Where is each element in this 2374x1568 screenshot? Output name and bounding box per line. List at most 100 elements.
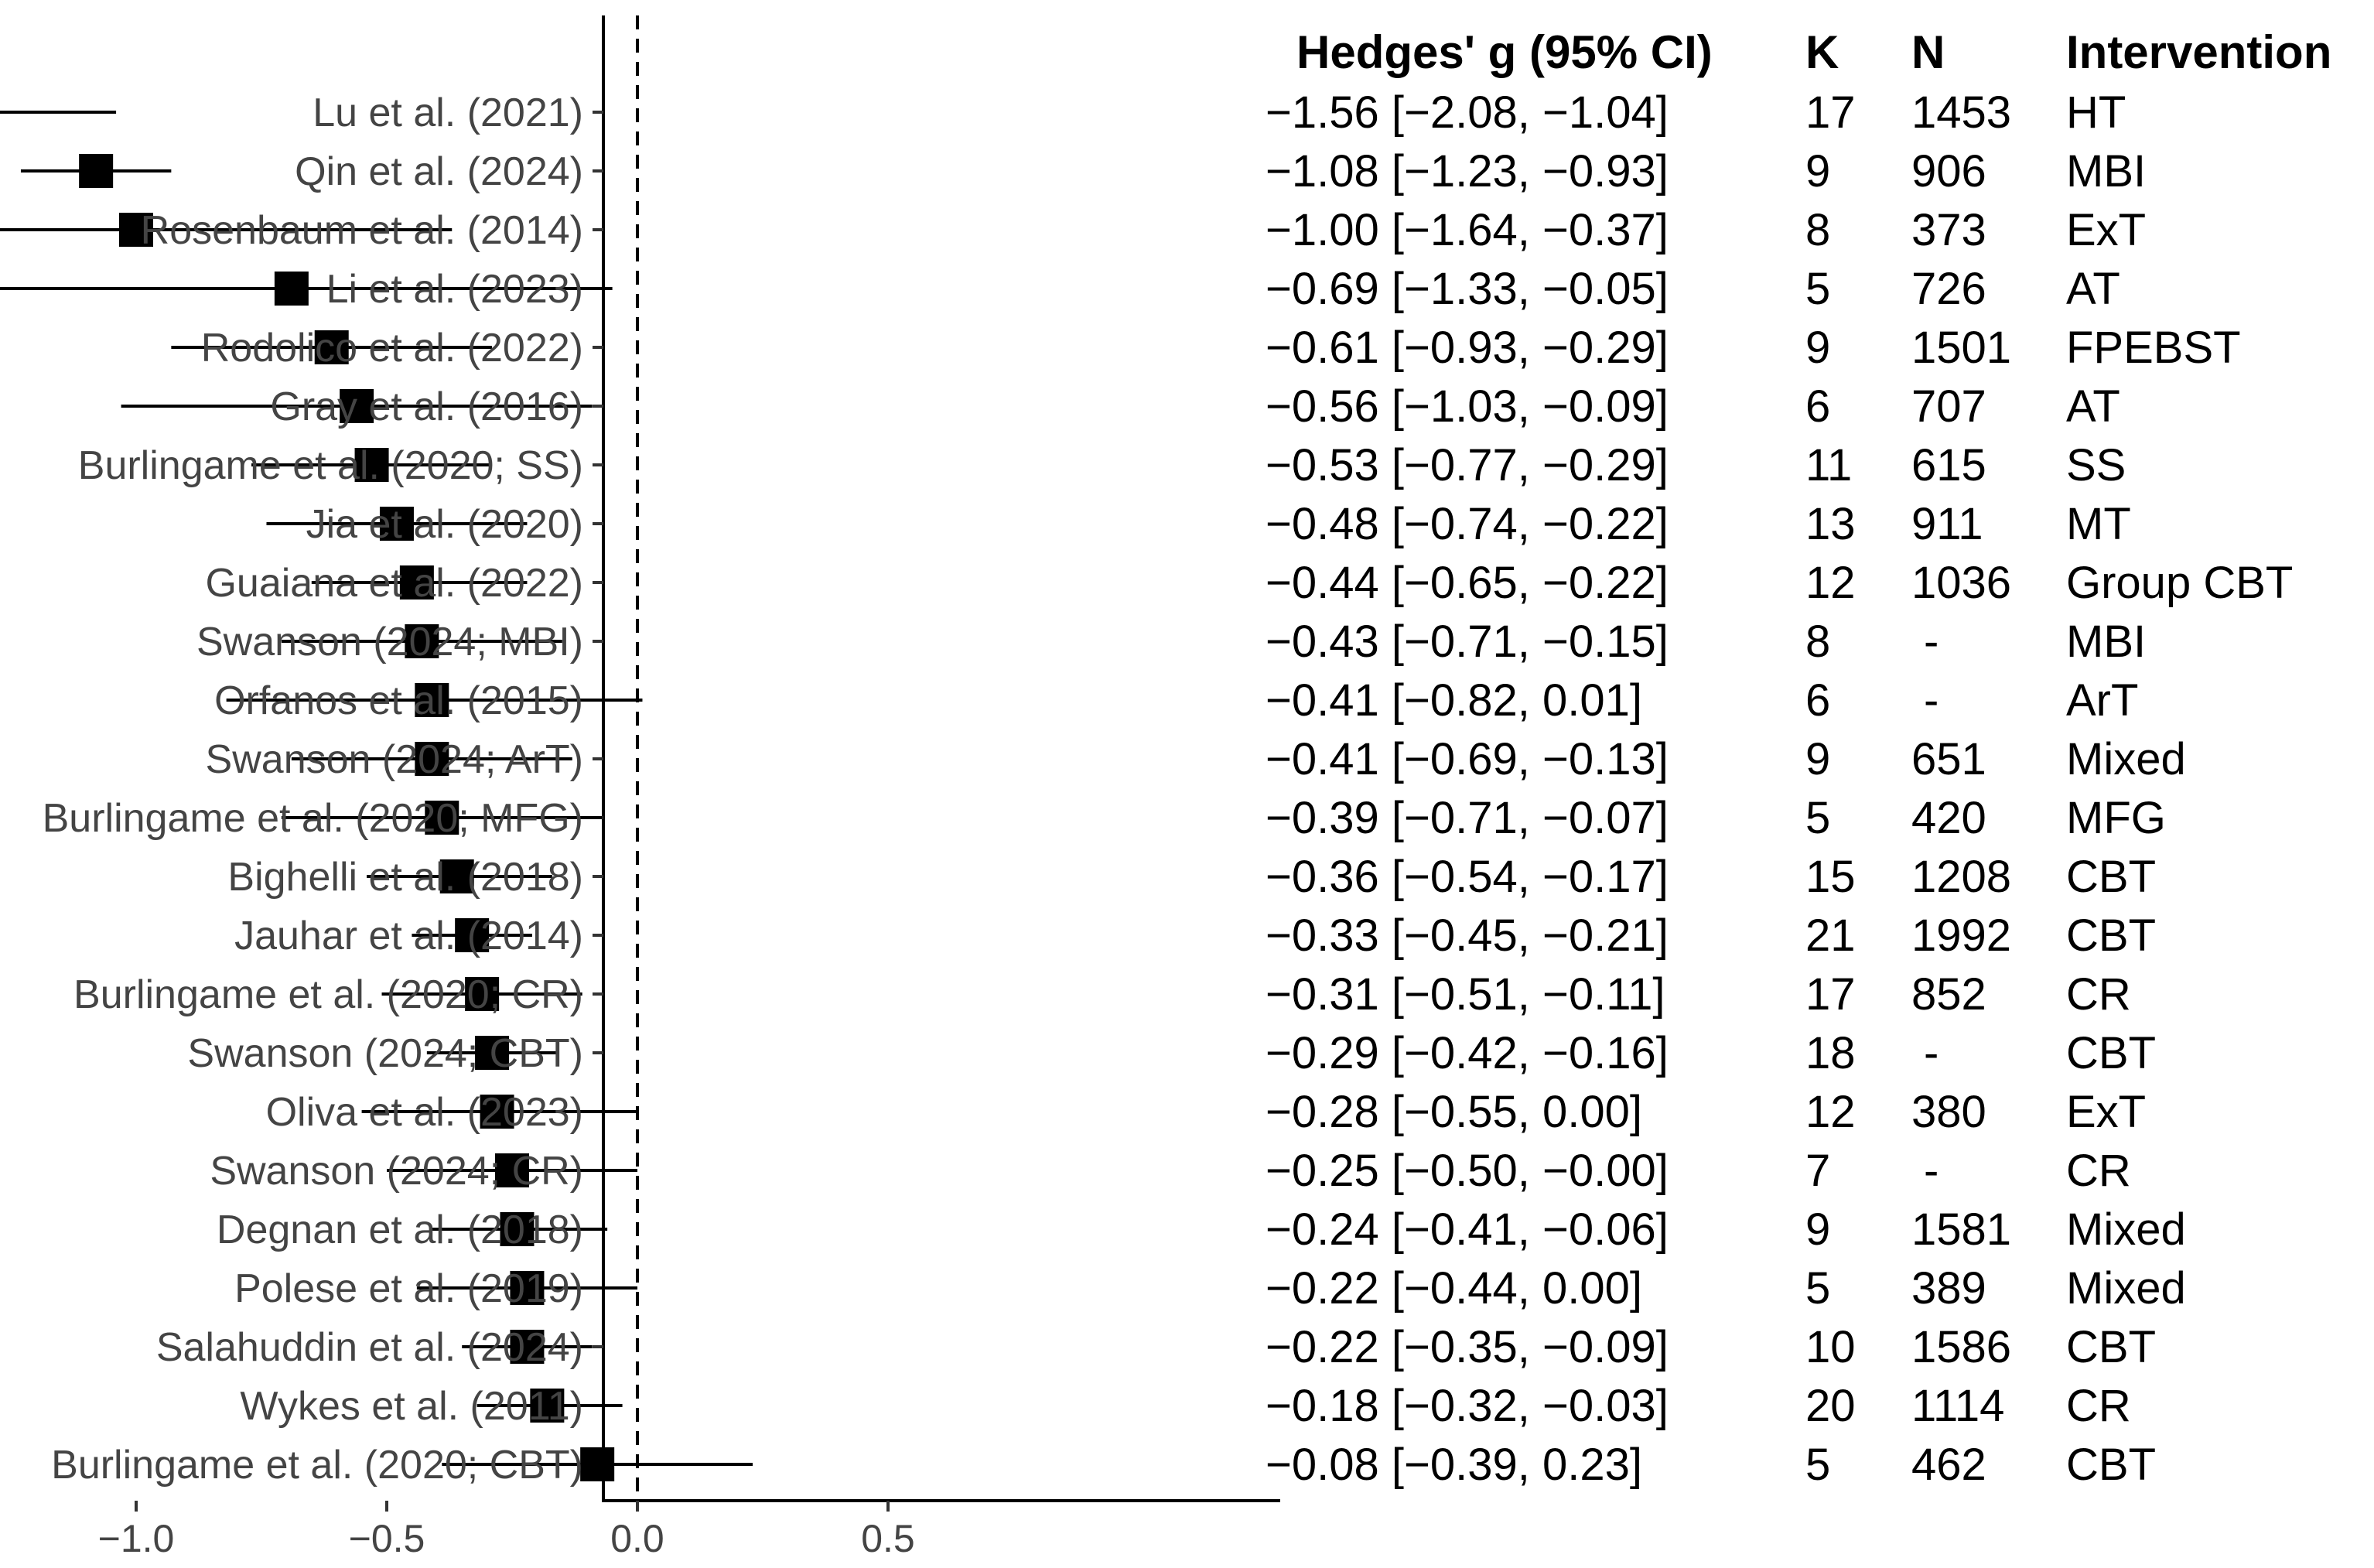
k-value: 5 xyxy=(1805,793,1830,843)
study-label: Orfanos et al. (2015) xyxy=(214,678,583,723)
effect-marker xyxy=(580,1447,615,1481)
study-label: Jia et al. (2020) xyxy=(306,502,583,547)
effect-ci-value: −0.43 [−0.71, −0.15] xyxy=(1266,617,1669,667)
k-value: 12 xyxy=(1805,558,1856,608)
study-label: Salahuddin et al. (2024) xyxy=(156,1325,583,1370)
intervention-value: CR xyxy=(2066,969,2131,1020)
k-value: 15 xyxy=(1805,852,1856,902)
k-value: 17 xyxy=(1805,87,1856,138)
study-label: Burlingame et al. (2020; SS) xyxy=(78,443,583,488)
effect-ci-value: −0.25 [−0.50, −0.00] xyxy=(1266,1146,1669,1196)
k-value: 21 xyxy=(1805,910,1856,961)
effect-marker xyxy=(314,330,349,364)
effect-ci-value: −0.31 [−0.51, −0.11] xyxy=(1266,969,1665,1020)
effect-marker xyxy=(455,918,490,952)
study-label: Gray et al. (2016) xyxy=(270,384,583,429)
header-n: N xyxy=(1911,26,1945,78)
study-label: Swanson (2024; MBI) xyxy=(196,620,583,664)
effect-marker xyxy=(475,1036,510,1070)
effect-ci-value: −0.18 [−0.32, −0.03] xyxy=(1266,1381,1669,1431)
effect-ci-value: −0.28 [−0.55, 0.00] xyxy=(1266,1087,1642,1137)
intervention-value: CR xyxy=(2066,1146,2131,1196)
study-label: Wykes et al. (2011) xyxy=(240,1384,583,1429)
n-value: 1586 xyxy=(1911,1322,2011,1372)
intervention-value: SS xyxy=(2066,440,2126,490)
k-value: 6 xyxy=(1805,675,1830,726)
k-value: 10 xyxy=(1805,1322,1856,1372)
k-value: 12 xyxy=(1805,1087,1856,1137)
intervention-value: AT xyxy=(2066,381,2120,432)
effect-marker xyxy=(439,859,474,893)
k-value: 8 xyxy=(1805,205,1830,255)
study-label: Oliva et al. (2023) xyxy=(266,1090,583,1135)
study-label: Degnan et al. (2018) xyxy=(217,1208,583,1252)
intervention-value: MT xyxy=(2066,499,2131,549)
effect-marker xyxy=(379,507,414,541)
k-value: 20 xyxy=(1805,1381,1856,1431)
n-value: 615 xyxy=(1911,440,1986,490)
study-label: Lu et al. (2021) xyxy=(313,91,583,135)
effect-marker xyxy=(510,1330,545,1364)
intervention-value: MBI xyxy=(2066,146,2146,196)
effect-marker xyxy=(354,448,389,482)
n-value: 1453 xyxy=(1911,87,2011,138)
intervention-value: CBT xyxy=(2066,910,2156,961)
marks-layer xyxy=(0,111,753,1481)
effect-ci-value: −0.24 [−0.41, −0.06] xyxy=(1266,1204,1669,1255)
k-value: 9 xyxy=(1805,323,1830,373)
n-value: 389 xyxy=(1911,1263,1986,1313)
n-value: 707 xyxy=(1911,381,1986,432)
effect-marker xyxy=(510,1271,545,1305)
effect-ci-value: −0.08 [−0.39, 0.23] xyxy=(1266,1440,1642,1490)
k-value: 9 xyxy=(1805,734,1830,784)
n-value: 380 xyxy=(1911,1087,1986,1137)
n-value: 373 xyxy=(1911,205,1986,255)
header-k: K xyxy=(1805,26,1839,78)
study-label: Qin et al. (2024) xyxy=(295,149,583,194)
effect-marker xyxy=(480,1095,514,1129)
k-value: 5 xyxy=(1805,264,1830,314)
k-value: 11 xyxy=(1805,440,1852,490)
x-tick-label: −1.0 xyxy=(98,1517,175,1560)
intervention-value: CR xyxy=(2066,1381,2131,1431)
study-label: Rosenbaum et al. (2014) xyxy=(141,208,583,253)
n-value: 852 xyxy=(1911,969,1986,1020)
effect-ci-value: −1.00 [−1.64, −0.37] xyxy=(1266,205,1669,255)
intervention-value: Mixed xyxy=(2066,1204,2186,1255)
effect-ci-value: −0.39 [−0.71, −0.07] xyxy=(1266,793,1669,843)
effect-marker xyxy=(500,1212,535,1246)
effect-ci-value: −0.48 [−0.74, −0.22] xyxy=(1266,499,1669,549)
effect-ci-value: −0.22 [−0.44, 0.00] xyxy=(1266,1263,1642,1313)
k-value: 5 xyxy=(1805,1263,1830,1313)
study-label: Guaiana et al. (2022) xyxy=(205,561,583,606)
n-value: 1208 xyxy=(1911,852,2011,902)
k-value: 9 xyxy=(1805,146,1830,196)
effect-marker xyxy=(425,801,459,835)
n-value: 1581 xyxy=(1911,1204,2011,1255)
intervention-value: HT xyxy=(2066,87,2126,138)
effect-marker xyxy=(465,977,500,1011)
n-value: 1501 xyxy=(1911,323,2011,373)
effect-marker xyxy=(119,213,153,247)
study-label: Burlingame et al. (2020; CBT) xyxy=(51,1443,583,1488)
k-value: 9 xyxy=(1805,1204,1830,1255)
n-value: - xyxy=(1924,1146,1938,1196)
effect-ci-value: −0.69 [−1.33, −0.05] xyxy=(1266,264,1669,314)
study-label: Swanson (2024; ArT) xyxy=(206,737,583,782)
k-value: 13 xyxy=(1805,499,1856,549)
n-value: 726 xyxy=(1911,264,1986,314)
effect-marker xyxy=(340,389,374,423)
header-intervention: Intervention xyxy=(2066,26,2331,78)
n-value: 462 xyxy=(1911,1440,1986,1490)
k-value: 8 xyxy=(1805,617,1830,667)
k-value: 6 xyxy=(1805,381,1830,432)
effect-ci-value: −0.33 [−0.45, −0.21] xyxy=(1266,910,1669,961)
effect-marker xyxy=(415,742,449,776)
effect-marker xyxy=(415,683,449,717)
k-value: 7 xyxy=(1805,1146,1830,1196)
effect-ci-value: −0.61 [−0.93, −0.29] xyxy=(1266,323,1669,373)
effect-ci-value: −1.56 [−2.08, −1.04] xyxy=(1266,87,1669,138)
study-label: Jauhar et al. (2014) xyxy=(234,914,583,958)
